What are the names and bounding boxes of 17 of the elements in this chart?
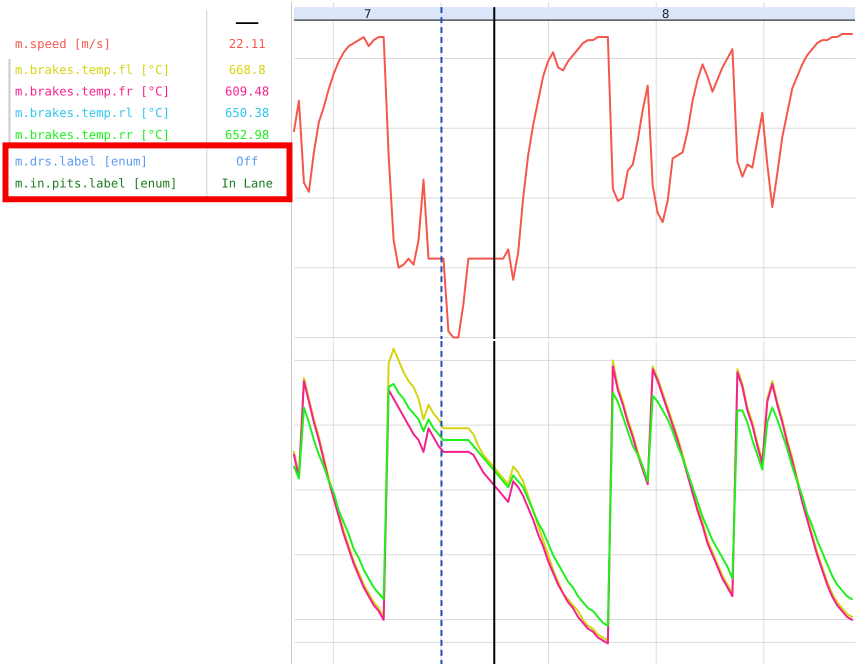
legend-title: —: [234, 7, 260, 36]
text: 652.98: [225, 128, 270, 142]
legend-label: m.brakes.temp.rl [°C]: [14, 106, 170, 120]
text: m.brakes.temp.fl [°C]: [14, 62, 170, 77]
text: m.speed [m/s]: [14, 37, 111, 51]
text: Off: [236, 154, 258, 169]
text: 668.8: [228, 62, 266, 77]
text: 22.11: [228, 37, 266, 51]
text: m.in.pits.label [enum]: [14, 176, 178, 190]
text: 650.38: [225, 106, 270, 120]
text: m.drs.label [enum]: [14, 154, 148, 169]
text: m.brakes.temp.fr [°C]: [14, 84, 170, 99]
text: 7: [364, 7, 372, 22]
text: In Lane: [221, 176, 273, 190]
text: 609.48: [225, 84, 270, 99]
text: 8: [662, 7, 670, 22]
text: m.brakes.temp.rr [°C]: [14, 128, 170, 142]
